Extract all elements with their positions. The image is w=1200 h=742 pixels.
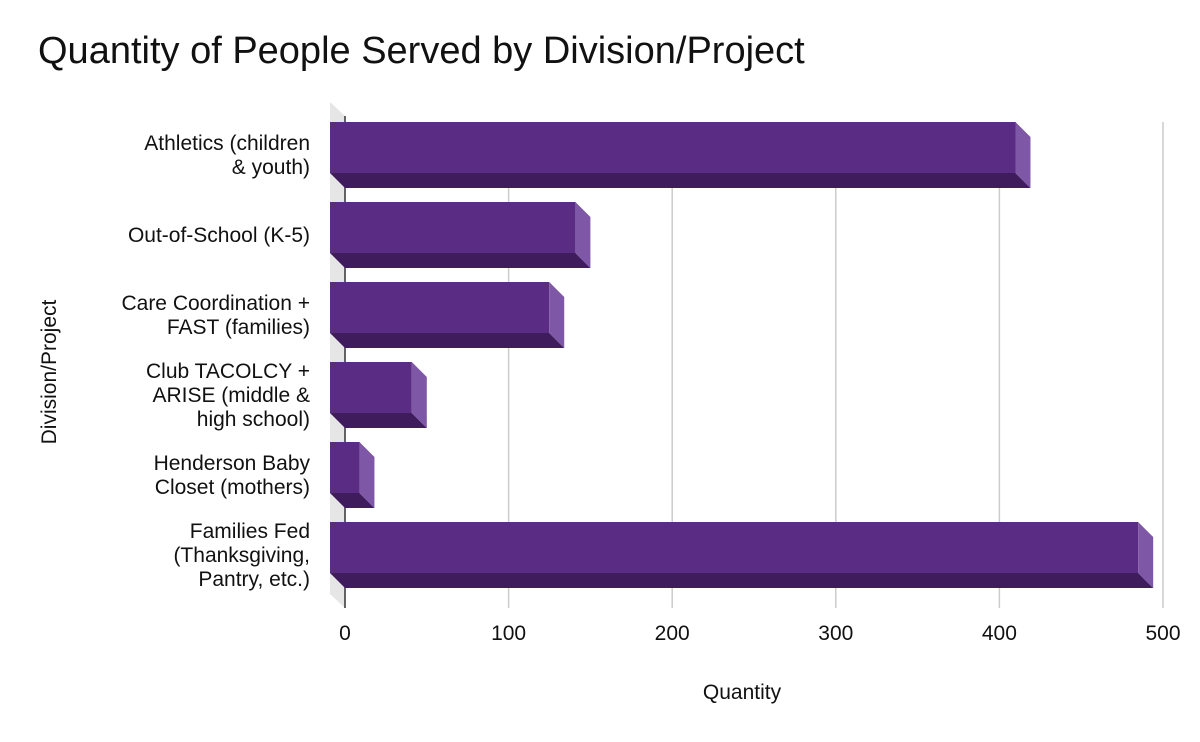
category-label: Care Coordination + FAST (families) [121, 292, 310, 339]
category-label-line: FAST (families) [167, 316, 310, 339]
bar [330, 282, 565, 348]
bar [330, 522, 1154, 588]
bar-side [1015, 122, 1031, 188]
y-axis-title: Division/Project [38, 299, 61, 444]
bars-layer [330, 122, 1154, 588]
bar-bottom [330, 173, 1031, 188]
category-label-line: Pantry, etc.) [198, 568, 310, 591]
bar-bottom [330, 333, 565, 348]
category-label-line: Care Coordination + [121, 292, 310, 315]
category-label-line: Athletics (children [144, 132, 310, 155]
bar-front [330, 522, 1139, 573]
bar-front [330, 122, 1016, 173]
bar-front [330, 202, 576, 253]
bar-side [411, 362, 427, 428]
category-label-line: & youth) [232, 156, 310, 179]
x-tick-label: 0 [339, 622, 351, 645]
category-label-line: Families Fed [190, 520, 310, 543]
bar [330, 122, 1031, 188]
chart-title: Quantity of People Served by Division/Pr… [38, 30, 805, 72]
x-tick-label: 400 [982, 622, 1017, 645]
bar [330, 362, 427, 428]
bar-front [330, 362, 412, 413]
bar-front [330, 442, 360, 493]
category-label-line: ARISE (middle & [152, 384, 310, 407]
bar-side [1138, 522, 1154, 588]
x-tick-label: 300 [818, 622, 853, 645]
bar [330, 202, 591, 268]
bar-bottom [330, 573, 1154, 588]
category-label: Out-of-School (K-5) [128, 224, 310, 247]
category-label-line: high school) [197, 408, 310, 431]
x-tick-label: 500 [1145, 622, 1180, 645]
x-axis-title: Quantity [703, 681, 782, 704]
category-label-line: Out-of-School (K-5) [128, 224, 310, 247]
x-tick-label: 200 [655, 622, 690, 645]
bar-side [575, 202, 591, 268]
category-label: Henderson Baby Closet (mothers) [154, 452, 311, 499]
bar-bottom [330, 253, 591, 268]
labels-layer: 0 100 200 300 400 500 Athletics (children & you… [38, 132, 1181, 704]
bar-side [359, 442, 375, 508]
bar-side [549, 282, 565, 348]
category-label-line: Closet (mothers) [155, 476, 310, 499]
bar [330, 442, 375, 508]
category-label: Families Fed (Thanksgiving, Pantry, etc.) [173, 520, 310, 591]
category-label: Club TACOLCY + ARISE (middle & high school… [146, 360, 310, 431]
bar-bottom [330, 493, 375, 508]
category-label-line: Henderson Baby [154, 452, 311, 475]
category-label: Athletics (children & youth) [144, 132, 310, 179]
x-tick-label: 100 [491, 622, 526, 645]
category-label-line: (Thanksgiving, [173, 544, 310, 567]
category-label-line: Club TACOLCY + [146, 360, 310, 383]
bar-front [330, 282, 550, 333]
bar-bottom [330, 413, 427, 428]
